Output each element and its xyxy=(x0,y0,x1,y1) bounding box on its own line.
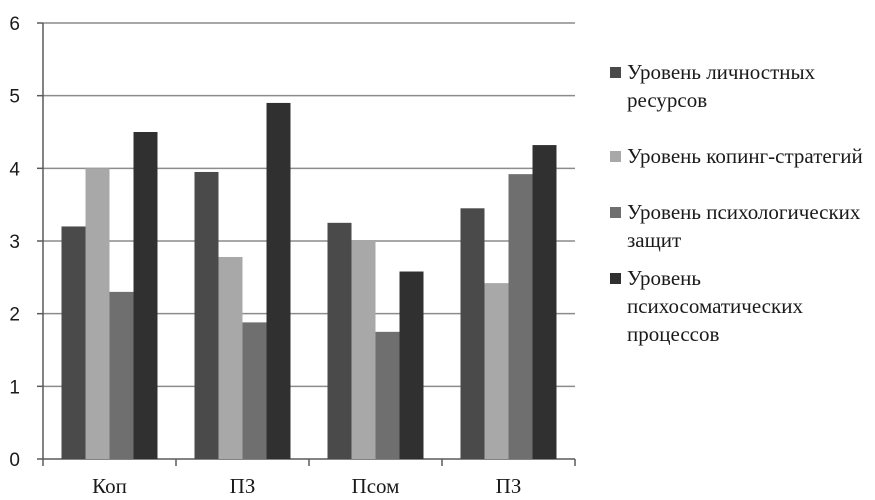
y-tick-labels: 0 1 2 3 4 5 6 xyxy=(9,14,20,471)
bar xyxy=(460,208,485,459)
legend-item: Уровень копинг-стратегий xyxy=(610,142,872,170)
legend-swatch xyxy=(610,207,621,218)
bar xyxy=(266,102,291,459)
bar xyxy=(61,226,86,459)
x-category-label: Псом xyxy=(352,474,400,498)
y-tick-label: 6 xyxy=(9,14,20,35)
bar xyxy=(399,271,424,459)
legend-item: Уровень психологических защит xyxy=(610,198,872,254)
legend-swatch xyxy=(610,67,621,78)
legend: Уровень личностных ресурсов Уровень копи… xyxy=(610,58,872,348)
y-tick-label: 3 xyxy=(9,232,20,253)
bar xyxy=(242,322,267,459)
x-category-label: Коп xyxy=(92,474,127,498)
bar xyxy=(351,241,376,459)
y-tick-label: 4 xyxy=(9,159,20,180)
bar xyxy=(375,331,400,459)
legend-swatch xyxy=(610,273,621,284)
legend-label: Уровень психосоматических процессов xyxy=(627,266,803,346)
bar xyxy=(218,256,243,459)
legend-swatch xyxy=(610,151,621,162)
bar xyxy=(194,171,219,459)
y-tick-label: 1 xyxy=(9,377,20,398)
bar xyxy=(532,145,557,459)
bar xyxy=(133,132,158,459)
bars xyxy=(61,102,557,460)
bar xyxy=(327,222,352,459)
x-category-label: ПЗ xyxy=(496,474,522,498)
legend-item: Уровень психосоматических процессов xyxy=(610,264,872,348)
x-category-label: ПЗ xyxy=(230,474,256,498)
y-tick-label: 2 xyxy=(9,305,20,326)
x-category-labels: Коп ПЗ Псом ПЗ xyxy=(92,474,521,498)
bar xyxy=(484,283,509,459)
bar xyxy=(85,168,110,460)
bar xyxy=(109,291,134,459)
y-tick-label: 5 xyxy=(9,87,20,108)
legend-label: Уровень копинг-стратегий xyxy=(627,144,863,168)
legend-item: Уровень личностных ресурсов xyxy=(610,58,872,114)
y-tick-label: 0 xyxy=(9,450,20,471)
bar xyxy=(508,174,533,459)
legend-label: Уровень психологических защит xyxy=(627,200,861,252)
legend-label: Уровень личностных ресурсов xyxy=(627,60,816,112)
